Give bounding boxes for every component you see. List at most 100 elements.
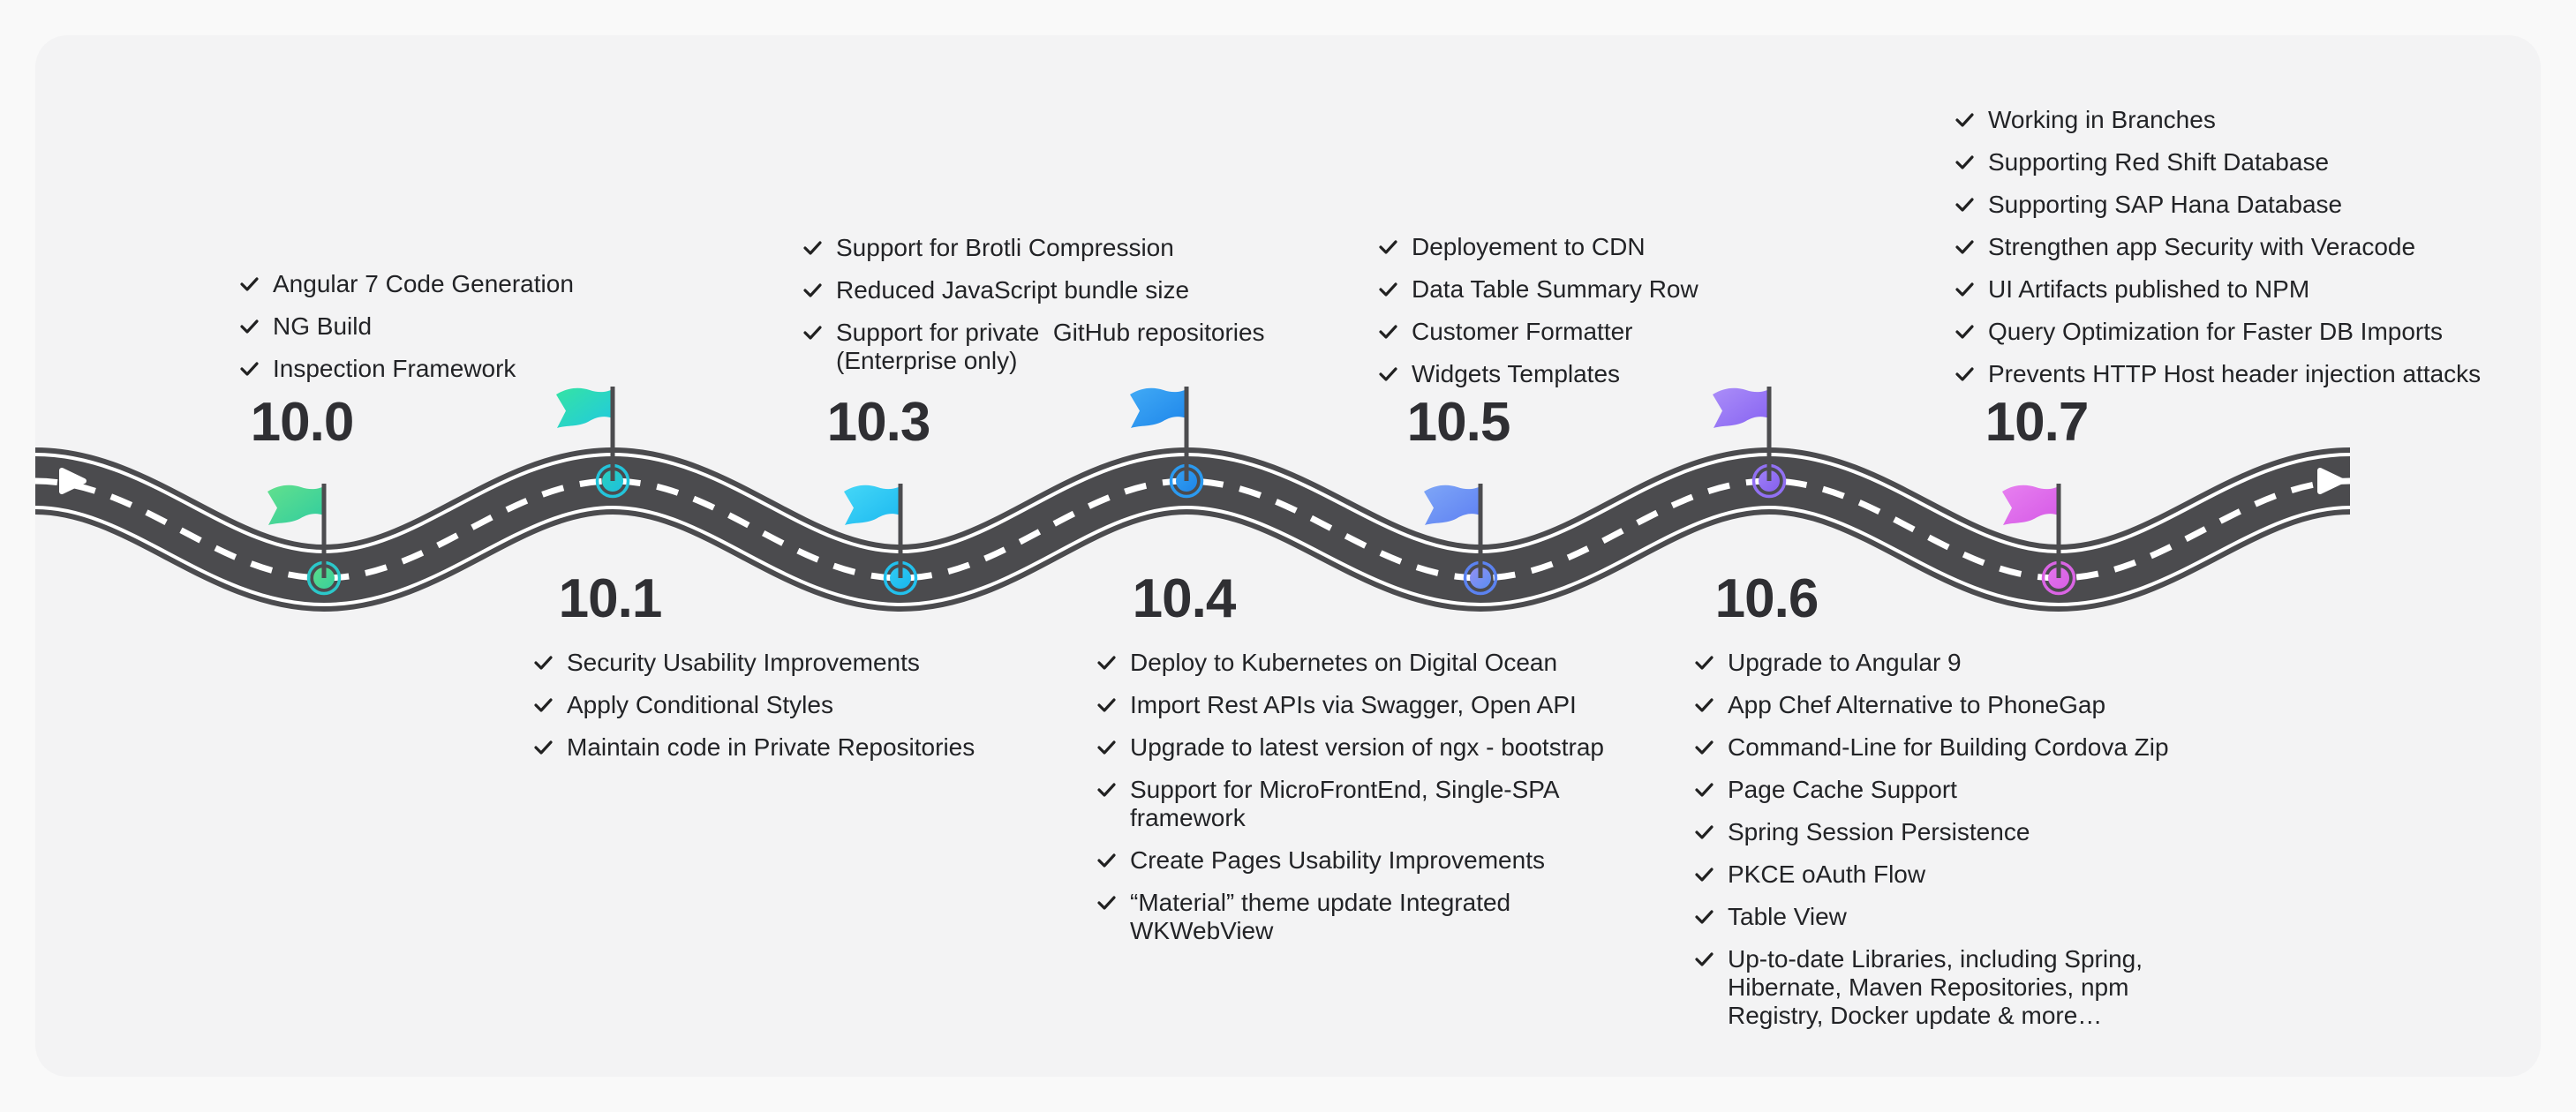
feature-label: Strengthen app Security with Veracode <box>1988 233 2416 260</box>
check-icon <box>1097 698 1116 712</box>
feature-label: UI Artifacts published to NPM <box>1988 275 2310 303</box>
feature-list: Working in Branches Supporting Red Shift … <box>1955 106 2481 402</box>
feature-item: Table View <box>1695 903 2169 931</box>
feature-item: Deploy to Kubernetes on Digital Ocean <box>1097 649 1604 677</box>
feature-label: Support for private GitHub repositories … <box>836 319 1265 374</box>
version-title: 10.5 <box>1406 392 1511 453</box>
feature-label: Up-to-date Libraries, including Spring, … <box>1728 945 2143 1029</box>
check-icon <box>803 241 822 255</box>
feature-label: Security Usability Improvements <box>567 649 920 676</box>
check-icon <box>240 277 259 291</box>
feature-item: Data Table Summary Row <box>1379 275 1699 304</box>
feature-label: Table View <box>1728 903 1847 930</box>
check-icon <box>1379 325 1397 339</box>
feature-item: Prevents HTTP Host header injection atta… <box>1955 360 2481 388</box>
flag-icon <box>2002 485 2059 525</box>
feature-label: Upgrade to latest version of ngx - boots… <box>1130 733 1604 761</box>
feature-item: Support for private GitHub repositories … <box>803 319 1265 375</box>
feature-item: Security Usability Improvements <box>534 649 975 677</box>
feature-item: Import Rest APIs via Swagger, Open API <box>1097 691 1604 719</box>
feature-item: “Material” theme update Integrated WKWeb… <box>1097 889 1604 945</box>
feature-item: Apply Conditional Styles <box>534 691 975 719</box>
check-icon <box>1695 910 1714 924</box>
flag-icon <box>1424 485 1480 525</box>
milestone-marker <box>1424 484 1498 596</box>
milestone-marker <box>844 484 918 596</box>
version-title: 10.4 <box>1132 568 1237 629</box>
milestone-marker <box>1130 387 1204 499</box>
feature-label: Support for Brotli Compression <box>836 234 1174 261</box>
feature-label: Working in Branches <box>1988 106 2216 133</box>
version-title: 10.0 <box>250 392 355 453</box>
check-icon <box>1695 740 1714 755</box>
feature-item: Support for Brotli Compression <box>803 234 1265 262</box>
feature-item: Reduced JavaScript bundle size <box>803 276 1265 304</box>
feature-label: Import Rest APIs via Swagger, Open API <box>1130 691 1577 718</box>
feature-label: Apply Conditional Styles <box>567 691 833 718</box>
feature-label: Prevents HTTP Host header injection atta… <box>1988 360 2482 387</box>
version-title: 10.7 <box>1985 392 2090 453</box>
flag-icon <box>1713 387 1769 428</box>
feature-item: PKCE oAuth Flow <box>1695 860 2169 889</box>
check-icon <box>1097 783 1116 797</box>
check-icon <box>534 740 553 755</box>
feature-item: Inspection Framework <box>240 355 574 383</box>
check-icon <box>1955 282 1974 297</box>
feature-item: Upgrade to Angular 9 <box>1695 649 2169 677</box>
feature-item: Page Cache Support <box>1695 776 2169 804</box>
feature-label: Deployement to CDN <box>1412 233 1646 260</box>
check-icon <box>1955 367 1974 381</box>
road-end-arrow-icon <box>2317 468 2345 494</box>
check-icon <box>1379 282 1397 297</box>
check-icon <box>1097 853 1116 868</box>
check-icon <box>1379 240 1397 254</box>
feature-item: Up-to-date Libraries, including Spring, … <box>1695 945 2169 1030</box>
milestone-marker <box>2002 484 2076 596</box>
road-center-dashes <box>34 477 2351 582</box>
check-icon <box>1097 656 1116 670</box>
feature-item: Upgrade to latest version of ngx - boots… <box>1097 733 1604 762</box>
feature-list: Support for Brotli Compression Reduced Ja… <box>803 234 1265 389</box>
version-title: 10.6 <box>1714 568 1819 629</box>
feature-item: Angular 7 Code Generation <box>240 270 574 298</box>
feature-item: Maintain code in Private Repositories <box>534 733 975 762</box>
feature-item: Deployement to CDN <box>1379 233 1699 261</box>
feature-label: Customer Formatter <box>1412 318 1633 345</box>
feature-label: Support for MicroFrontEnd, Single-SPA fr… <box>1130 776 1560 831</box>
feature-label: Supporting SAP Hana Database <box>1988 191 2343 218</box>
check-icon <box>1097 740 1116 755</box>
check-icon <box>1695 952 1714 966</box>
feature-item: Widgets Templates <box>1379 360 1699 388</box>
feature-item: Support for MicroFrontEnd, Single-SPA fr… <box>1097 776 1604 832</box>
feature-label: Create Pages Usability Improvements <box>1130 846 1545 874</box>
feature-label: App Chef Alternative to PhoneGap <box>1728 691 2106 718</box>
feature-item: Working in Branches <box>1955 106 2481 134</box>
check-icon <box>803 326 822 340</box>
feature-label: Upgrade to Angular 9 <box>1728 649 1962 676</box>
check-icon <box>240 362 259 376</box>
version-title: 10.3 <box>826 392 931 453</box>
version-title: 10.1 <box>558 568 663 629</box>
feature-label: Data Table Summary Row <box>1412 275 1699 303</box>
feature-item: Customer Formatter <box>1379 318 1699 346</box>
feature-item: Query Optimization for Faster DB Imports <box>1955 318 2481 346</box>
check-icon <box>1695 656 1714 670</box>
feature-list: Deploy to Kubernetes on Digital Ocean Imp… <box>1097 649 1604 959</box>
feature-list: Angular 7 Code Generation NG Build Inspect… <box>240 270 574 397</box>
feature-label: Command-Line for Building Cordova Zip <box>1728 733 2169 761</box>
feature-label: Angular 7 Code Generation <box>273 270 574 297</box>
milestone-marker <box>1713 387 1787 499</box>
flag-icon <box>1130 387 1186 428</box>
check-icon <box>1955 155 1974 169</box>
flag-icon <box>556 387 613 428</box>
check-icon <box>1955 113 1974 127</box>
feature-list: Deployement to CDN Data Table Summary Row… <box>1379 233 1699 402</box>
feature-label: Widgets Templates <box>1412 360 1621 387</box>
check-icon <box>1695 698 1714 712</box>
feature-label: Reduced JavaScript bundle size <box>836 276 1190 304</box>
feature-item: Strengthen app Security with Veracode <box>1955 233 2481 261</box>
feature-item: App Chef Alternative to PhoneGap <box>1695 691 2169 719</box>
feature-label: Supporting Red Shift Database <box>1988 148 2330 176</box>
